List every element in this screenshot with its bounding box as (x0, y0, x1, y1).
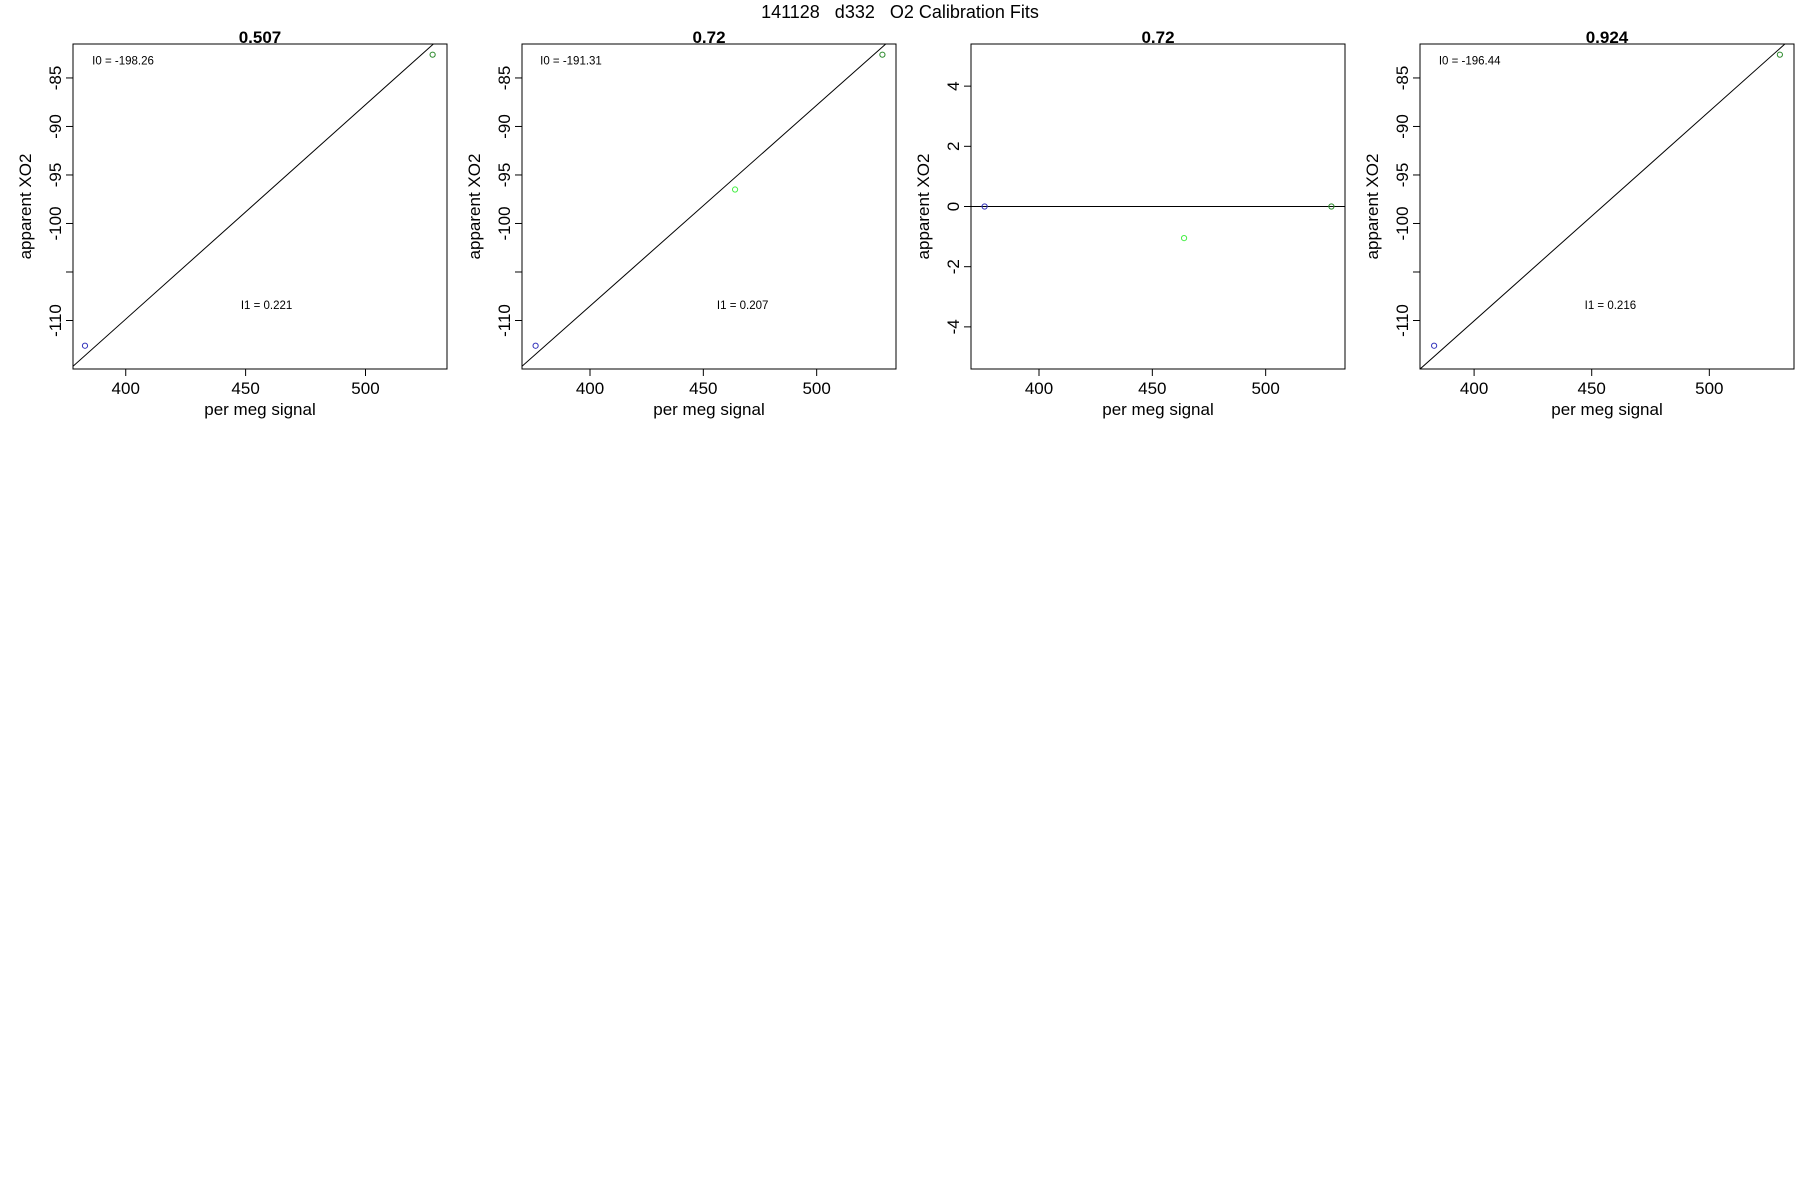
data-point (81, 342, 89, 349)
y-tick-label: -90 (46, 114, 65, 139)
x-tick-label: 450 (689, 379, 717, 398)
y-tick-label: -85 (46, 66, 65, 91)
y-tick-label: -110 (1393, 304, 1412, 337)
data-point (731, 186, 739, 193)
y-tick-label: -100 (46, 206, 65, 240)
fit-coefficient-label: I0 = -196.44 (1439, 55, 1501, 67)
x-tick-label: 500 (802, 379, 830, 398)
y-tick-label: 4 (944, 81, 963, 90)
y-tick-label: -2 (944, 259, 963, 274)
y-tick-label: -90 (495, 114, 514, 139)
data-point (1328, 203, 1335, 210)
page-title: 141128 d332 O2 Calibration Fits (761, 2, 1039, 22)
calibration-panel-1: 0.507 400 450 500 -85 -90 -95 -100 -110 per meg s… (16, 28, 448, 419)
y-tick-label: -110 (495, 304, 514, 337)
y-tick-label: -90 (1393, 114, 1412, 139)
x-tick-label: 400 (1460, 379, 1488, 398)
calibration-panel-4: 0.924 400 450 500 -85 -90 -95 -100 -110 per meg s… (1363, 28, 1795, 419)
y-tick-label: 0 (944, 202, 963, 211)
x-tick-label: 500 (351, 379, 379, 398)
x-tick-label: 450 (1138, 379, 1166, 398)
panel-title: 0.507 (239, 28, 282, 47)
data-point (981, 203, 988, 210)
y-tick-label: 2 (944, 142, 963, 151)
y-tick-label: -85 (1393, 66, 1412, 91)
y-axis-label: apparent XO2 (465, 154, 484, 260)
y-axis-label: apparent XO2 (914, 154, 933, 260)
fit-coefficient-label: I1 = 0.216 (1585, 300, 1636, 312)
fit-line (522, 44, 887, 367)
panel-title: 0.72 (692, 28, 725, 47)
data-point (879, 51, 886, 58)
fit-coefficient-label: I0 = -198.26 (92, 55, 154, 67)
y-tick-label: -95 (46, 163, 65, 188)
y-tick-label: -85 (495, 66, 514, 91)
x-tick-label: 400 (576, 379, 604, 398)
calibration-panel-2: 0.72 400 450 500 -85 -90 -95 -100 -110 per meg si… (465, 28, 897, 419)
y-tick-label: -95 (1393, 163, 1412, 188)
data-point (532, 342, 539, 349)
y-tick-label: -4 (944, 319, 963, 334)
calibration-fits-charts: 0.507 400 450 500 -85 -90 -95 -100 -110 per meg s… (16, 28, 1795, 419)
y-tick-label: -110 (46, 304, 65, 337)
x-axis-label: per meg signal (653, 400, 765, 419)
x-axis-label: per meg signal (1551, 400, 1663, 419)
calibration-panel-3: 0.72 400 450 500 4 2 0 -2 -4 per meg signal appare… (914, 28, 1346, 419)
plot-frame (1419, 43, 1795, 370)
y-tick-label: -100 (495, 206, 514, 240)
data-point (429, 51, 436, 58)
y-tick-label: -100 (1393, 206, 1412, 240)
x-axis-label: per meg signal (204, 400, 316, 419)
plot-frame (521, 43, 897, 370)
fit-coefficient-label: I1 = 0.207 (717, 300, 768, 312)
x-tick-label: 500 (1251, 379, 1279, 398)
y-axis-label: apparent XO2 (16, 154, 35, 260)
data-point (1180, 234, 1188, 242)
x-tick-label: 400 (112, 379, 140, 398)
fit-line (73, 44, 435, 367)
x-tick-label: 450 (1578, 379, 1606, 398)
x-tick-label: 450 (231, 379, 259, 398)
y-tick-label: -95 (495, 163, 514, 188)
fit-line (1420, 44, 1786, 369)
plot-frame (72, 43, 448, 370)
x-tick-label: 500 (1695, 379, 1723, 398)
x-axis-label: per meg signal (1102, 400, 1214, 419)
panel-title: 0.72 (1141, 28, 1174, 47)
fit-coefficient-label: I0 = -191.31 (540, 55, 602, 67)
data-point (1776, 51, 1783, 58)
y-axis-label: apparent XO2 (1363, 154, 1382, 260)
fit-coefficient-label: I1 = 0.221 (241, 300, 292, 312)
data-point (1431, 342, 1438, 349)
x-tick-label: 400 (1025, 379, 1053, 398)
panel-title: 0.924 (1586, 28, 1629, 47)
